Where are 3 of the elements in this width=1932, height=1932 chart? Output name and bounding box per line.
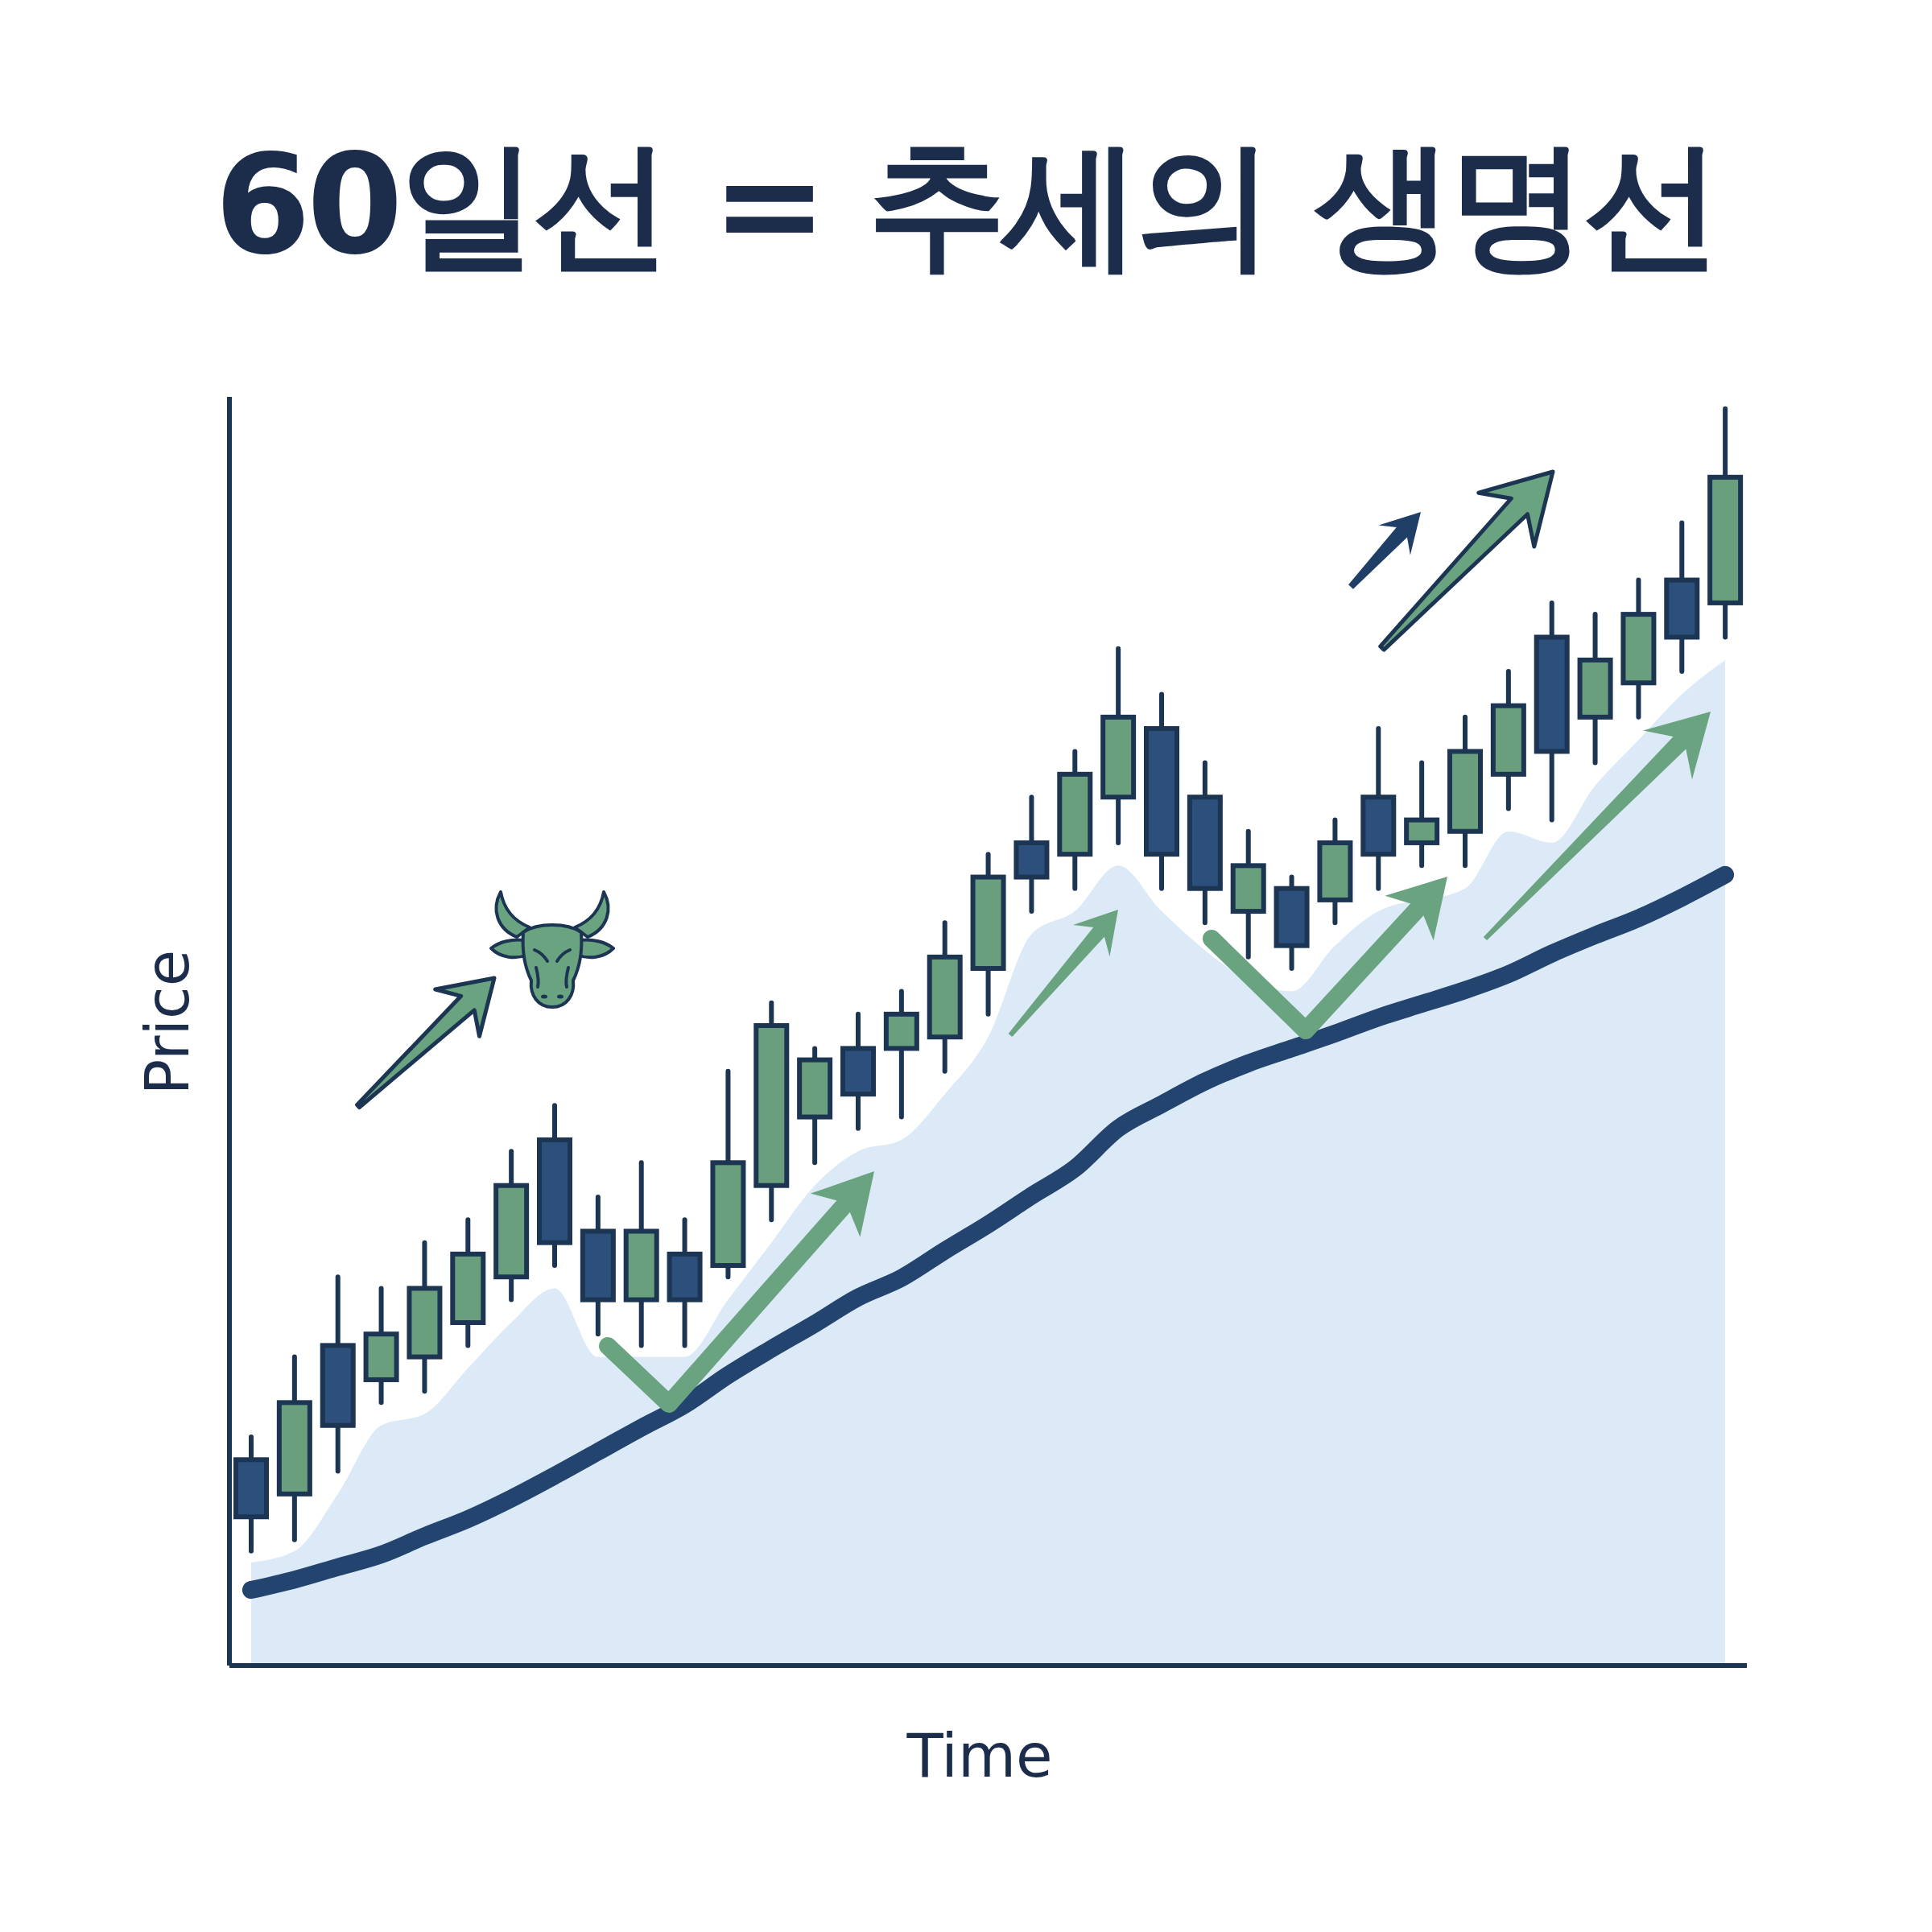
chart-title: 60일선 = 추세의 생명선 (213, 124, 1719, 286)
y-axis-title: Price (133, 949, 202, 1096)
x-axis-title: Time (906, 1721, 1053, 1790)
